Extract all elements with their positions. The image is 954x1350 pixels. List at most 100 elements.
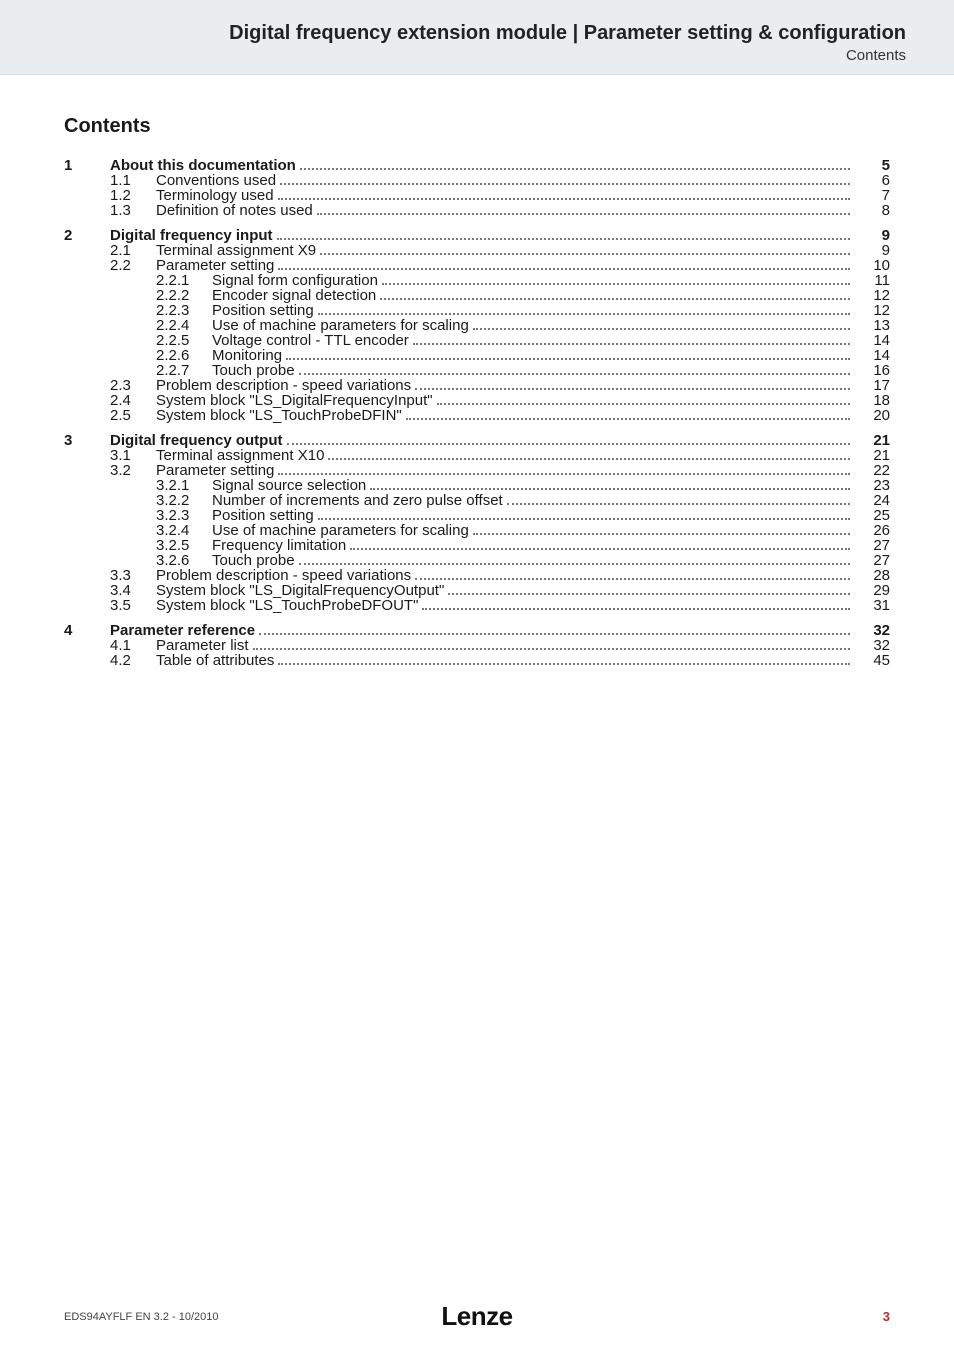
- toc-label-text: Digital frequency output: [110, 433, 283, 448]
- page-header: Digital frequency extension module | Par…: [0, 0, 954, 75]
- toc-row: 3Digital frequency output21: [64, 433, 890, 448]
- toc-label-text: Terminology used: [156, 188, 274, 203]
- toc-leader: Terminology used: [156, 188, 854, 203]
- toc-chapter-number: [64, 243, 110, 258]
- toc-subsection-number: 3.2.5: [156, 538, 212, 553]
- toc-label-text: Terminal assignment X10: [156, 448, 324, 463]
- toc-subsection-number: 2.2.1: [156, 273, 212, 288]
- toc-leader: About this documentation: [110, 158, 854, 173]
- toc-leader-dots: [328, 458, 850, 460]
- toc-row: 2.2.3Position setting12: [64, 303, 890, 318]
- toc-row: 1.2Terminology used7: [64, 188, 890, 203]
- toc-leader-dots: [473, 328, 850, 330]
- toc-chapter-number: [64, 408, 110, 423]
- toc-chapter-number: [64, 553, 110, 568]
- toc-section-number: [110, 303, 156, 318]
- toc-row: 2.2.7Touch probe16: [64, 363, 890, 378]
- toc-chapter-number: [64, 363, 110, 378]
- toc-row: 3.2.2Number of increments and zero pulse…: [64, 493, 890, 508]
- toc-section-number: [110, 318, 156, 333]
- content-body: Contents 1About this documentation51.1Co…: [0, 75, 954, 668]
- toc-section-number: 3.3: [110, 568, 156, 583]
- toc-leader: Table of attributes: [156, 653, 854, 668]
- toc-subsection-number: 3.2.2: [156, 493, 212, 508]
- toc-subsection-number: 3.2.6: [156, 553, 212, 568]
- toc-leader: Signal source selection: [212, 478, 854, 493]
- toc-page-number: 32: [854, 623, 890, 638]
- toc-leader: System block "LS_TouchProbeDFOUT": [156, 598, 854, 613]
- toc-leader-dots: [380, 298, 850, 300]
- toc-label-text: System block "LS_TouchProbeDFIN": [156, 408, 402, 423]
- toc-label-cell: Digital frequency input: [110, 228, 854, 243]
- toc-label-text: Signal form configuration: [212, 273, 378, 288]
- toc-label-cell: Encoder signal detection: [212, 288, 854, 303]
- toc-row: 4.1Parameter list32: [64, 638, 890, 653]
- toc-page-number: 8: [854, 203, 890, 218]
- toc-label-text: Parameter setting: [156, 258, 274, 273]
- toc-label-text: Use of machine parameters for scaling: [212, 318, 469, 333]
- toc-section-number: [110, 538, 156, 553]
- toc-leader: Digital frequency input: [110, 228, 854, 243]
- toc-page-number: 27: [854, 553, 890, 568]
- toc-leader-dots: [507, 503, 850, 505]
- toc-chapter-number: [64, 638, 110, 653]
- toc-label-cell: Number of increments and zero pulse offs…: [212, 493, 854, 508]
- toc-page-number: 12: [854, 288, 890, 303]
- toc-row: 2.2.4Use of machine parameters for scali…: [64, 318, 890, 333]
- toc-row: 3.2.4Use of machine parameters for scali…: [64, 523, 890, 538]
- toc-row: 3.5System block "LS_TouchProbeDFOUT"31: [64, 598, 890, 613]
- toc-leader-dots: [287, 443, 851, 445]
- toc-row: 2.2Parameter setting10: [64, 258, 890, 273]
- toc-section-number: 3.1: [110, 448, 156, 463]
- toc-chapter-number: [64, 448, 110, 463]
- toc-label-text: About this documentation: [110, 158, 296, 173]
- toc-leader-dots: [278, 198, 850, 200]
- toc-page-number: 13: [854, 318, 890, 333]
- toc-row: 3.2.6Touch probe27: [64, 553, 890, 568]
- toc-leader: System block "LS_DigitalFrequencyInput": [156, 393, 854, 408]
- toc-section-number: 2.5: [110, 408, 156, 423]
- toc-leader: Encoder signal detection: [212, 288, 854, 303]
- toc-section-number: [110, 523, 156, 538]
- toc-label-cell: System block "LS_DigitalFrequencyOutput": [156, 583, 854, 598]
- toc-page-number: 32: [854, 638, 890, 653]
- toc-label-cell: Problem description - speed variations: [156, 568, 854, 583]
- toc-section-number: [110, 348, 156, 363]
- toc-leader-dots: [317, 213, 850, 215]
- toc-section-number: [110, 508, 156, 523]
- toc-leader: Number of increments and zero pulse offs…: [212, 493, 854, 508]
- toc-label-cell: Digital frequency output: [110, 433, 854, 448]
- toc-page-number: 22: [854, 463, 890, 478]
- toc-row: 2.2.2Encoder signal detection12: [64, 288, 890, 303]
- toc-page-number: 23: [854, 478, 890, 493]
- toc-leader-dots: [318, 518, 850, 520]
- toc-leader: Touch probe: [212, 553, 854, 568]
- toc-row: 2.3Problem description - speed variation…: [64, 378, 890, 393]
- toc-section-number: 2.3: [110, 378, 156, 393]
- brand-logo: Lenze: [441, 1301, 512, 1332]
- toc-table: 1About this documentation51.1Conventions…: [64, 158, 890, 668]
- toc-label-text: Problem description - speed variations: [156, 568, 411, 583]
- toc-page-number: 26: [854, 523, 890, 538]
- toc-row: 2.2.5Voltage control - TTL encoder14: [64, 333, 890, 348]
- toc-label-text: Position setting: [212, 303, 314, 318]
- toc-label-cell: Definition of notes used: [156, 203, 854, 218]
- toc-leader-dots: [299, 563, 850, 565]
- toc-leader-dots: [473, 533, 850, 535]
- toc-label-text: Position setting: [212, 508, 314, 523]
- toc-label-text: Monitoring: [212, 348, 282, 363]
- toc-section-number: 1.1: [110, 173, 156, 188]
- toc-section-number: 2.4: [110, 393, 156, 408]
- toc-leader: Monitoring: [212, 348, 854, 363]
- toc-label-text: Definition of notes used: [156, 203, 313, 218]
- toc-label-cell: Frequency limitation: [212, 538, 854, 553]
- toc-leader: System block "LS_TouchProbeDFIN": [156, 408, 854, 423]
- toc-page-number: 29: [854, 583, 890, 598]
- toc-leader: Position setting: [212, 508, 854, 523]
- toc-label-text: Encoder signal detection: [212, 288, 376, 303]
- toc-subsection-number: 3.2.4: [156, 523, 212, 538]
- toc-body: 1About this documentation51.1Conventions…: [64, 158, 890, 668]
- toc-row: 4Parameter reference32: [64, 623, 890, 638]
- toc-chapter-number: [64, 523, 110, 538]
- toc-leader: Digital frequency output: [110, 433, 854, 448]
